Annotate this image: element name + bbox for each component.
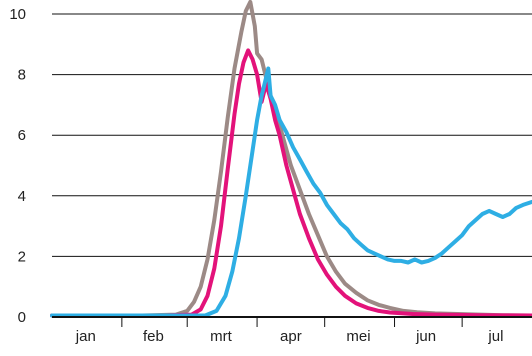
- x-axis-tick-labels: jan feb mrt apr mei jun jul: [75, 328, 504, 345]
- x-tick-label-feb: feb: [143, 328, 164, 345]
- y-tick-label: 2: [18, 248, 26, 265]
- x-tick-label-jul: jul: [487, 328, 503, 345]
- y-tick-label: 10: [9, 6, 26, 23]
- x-tick-label-mei: mei: [346, 328, 370, 345]
- series-line-2: [50, 48, 532, 318]
- series-lines: [50, 0, 532, 318]
- y-tick-label: 8: [18, 67, 26, 84]
- y-tick-label: 6: [18, 127, 26, 144]
- gridlines: [52, 13, 532, 257]
- x-axis: [52, 316, 532, 327]
- x-tick-label-mrt: mrt: [210, 328, 232, 345]
- x-tick-label-apr: apr: [280, 328, 302, 345]
- series-line-1: [50, 0, 532, 318]
- x-tick-label-jan: jan: [75, 328, 96, 345]
- y-tick-label: 0: [18, 309, 26, 326]
- series-line-3: [50, 66, 532, 318]
- x-tick-label-jun: jun: [415, 328, 436, 345]
- y-tick-label: 4: [18, 188, 26, 205]
- y-axis-tick-labels: 0 2 4 6 8 10: [9, 6, 26, 326]
